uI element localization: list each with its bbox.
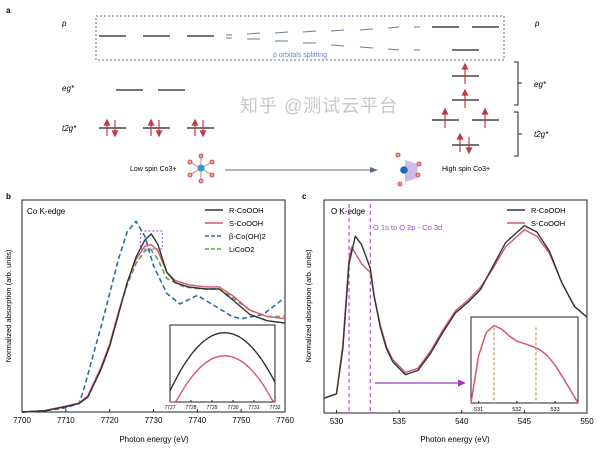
- x-tick-label: 7730: [145, 416, 163, 425]
- spin-up-arrowhead: [147, 118, 155, 126]
- series-line-r-coooh: [323, 224, 588, 399]
- t2g-label-right: t2g*: [534, 130, 549, 139]
- spin-up-arrowhead: [481, 107, 489, 115]
- x-tick-label: 540: [455, 417, 469, 426]
- transition-arrowhead: [370, 167, 378, 173]
- inset-x-tick-label: 7728: [185, 405, 196, 411]
- panel-c-label: c: [302, 192, 307, 201]
- inset-curve: [470, 324, 579, 404]
- panel-c-chart: c O K-edge O 1s to O 2p - Co 3d Photon e…: [302, 192, 594, 444]
- spin-up-arrowhead: [441, 107, 449, 115]
- p-orbital-levels: [99, 26, 499, 51]
- inset-x-tick-label: 532: [512, 407, 521, 413]
- legend-label: R-CoOOH: [229, 206, 264, 215]
- legend-label: S-CoOOH: [531, 219, 565, 228]
- inset-x-tick-label: 7727: [164, 405, 175, 411]
- legend-label: S-CoOOH: [229, 219, 263, 228]
- eg-label-left: eg*: [62, 84, 75, 93]
- legend-label: R-CoOOH: [531, 206, 566, 215]
- x-tick-label: 545: [518, 417, 532, 426]
- x-tick-label: 530: [330, 417, 344, 426]
- spin-down-arrowhead: [465, 147, 473, 155]
- x-tick-label: 7760: [276, 416, 294, 425]
- eg-label-right: eg*: [534, 80, 547, 89]
- inset-pointer-arrowhead: [458, 379, 466, 387]
- spin-down-arrowhead: [111, 130, 119, 138]
- spin-down-arrowhead: [199, 130, 207, 138]
- splitting-label: p orbitals splitting: [273, 52, 327, 59]
- electron-spin-arrows: [103, 62, 489, 155]
- panel-c-ylabel: Normalized absorption (arb. units): [304, 249, 313, 362]
- panel-a-label: a: [6, 6, 11, 15]
- x-tick-label: 550: [580, 417, 594, 426]
- legend-label: LiCoO2: [229, 245, 254, 254]
- legend-label: β-Co(OH)2: [229, 232, 266, 241]
- inset-x-tick-label: 7730: [227, 405, 238, 411]
- panel-b-annotation: Co K-edge: [27, 207, 66, 216]
- p-orbital-splitting-dashes: [226, 26, 420, 51]
- x-tick-label: 7740: [188, 416, 206, 425]
- panel-c-annotation: O K-edge: [331, 207, 366, 216]
- plot-frame: [323, 199, 588, 414]
- inset-curve-s-coooh: [170, 355, 276, 403]
- series-line-s-coooh: [323, 229, 588, 399]
- p-orbitals-box: [95, 15, 505, 61]
- spin-up-arrowhead: [461, 62, 469, 70]
- x-tick-label: 535: [392, 417, 406, 426]
- inset-x-tick-label: 7731: [248, 405, 259, 411]
- t2g-label-left: t2g*: [62, 124, 77, 133]
- inset-x-tick-label: 7729: [206, 405, 217, 411]
- inset-frame: [169, 324, 276, 403]
- watermark: 知乎 @测试云平台: [240, 96, 399, 116]
- pyramidal-co-icon: [395, 152, 422, 187]
- x-tick-label: 7710: [57, 416, 75, 425]
- spin-up-arrowhead: [191, 118, 199, 126]
- panel-c-xlabel: Photon energy (eV): [420, 435, 490, 444]
- panel-b-xlabel: Photon energy (eV): [119, 435, 189, 444]
- spin-down-arrowhead: [155, 130, 163, 138]
- spin-up-arrowhead: [103, 118, 111, 126]
- p-label-right: p: [534, 19, 540, 28]
- panel-a-energy-diagram: a p p p orbitals splitting eg* eg* t2g* …: [6, 6, 549, 187]
- inset-x-tick-label: 7732: [269, 405, 280, 411]
- x-tick-label: 7720: [101, 416, 119, 425]
- panel-b-label: b: [6, 192, 11, 201]
- p-label-left: p: [61, 19, 67, 28]
- octahedral-co-icon: [187, 153, 215, 184]
- low-spin-label: Low spin Co3+: [130, 166, 177, 173]
- x-tick-label: 7750: [232, 416, 250, 425]
- panel-b-ylabel: Normalized absorption (arb. units): [4, 249, 13, 362]
- inset-x-tick-label: 533: [550, 407, 559, 413]
- spin-up-arrowhead: [456, 132, 464, 140]
- x-tick-label: 7700: [13, 416, 31, 425]
- brackets: [514, 61, 522, 157]
- series-line-licoo2: [21, 248, 285, 413]
- transition-label: O 1s to O 2p - Co 3d: [373, 223, 442, 232]
- inset-frame: [470, 316, 579, 404]
- inset-x-tick-label: 531: [474, 407, 483, 413]
- panel-b-chart: b Co K-edge Photon energy (eV) Normalize…: [4, 192, 294, 444]
- series-line--co-oh-2: [21, 220, 286, 413]
- high-spin-label: High spin Co3+: [442, 166, 490, 173]
- inset-curve-r-coooh: [169, 331, 276, 392]
- series-line-r-coooh: [21, 233, 286, 413]
- spin-up-arrowhead: [461, 88, 469, 96]
